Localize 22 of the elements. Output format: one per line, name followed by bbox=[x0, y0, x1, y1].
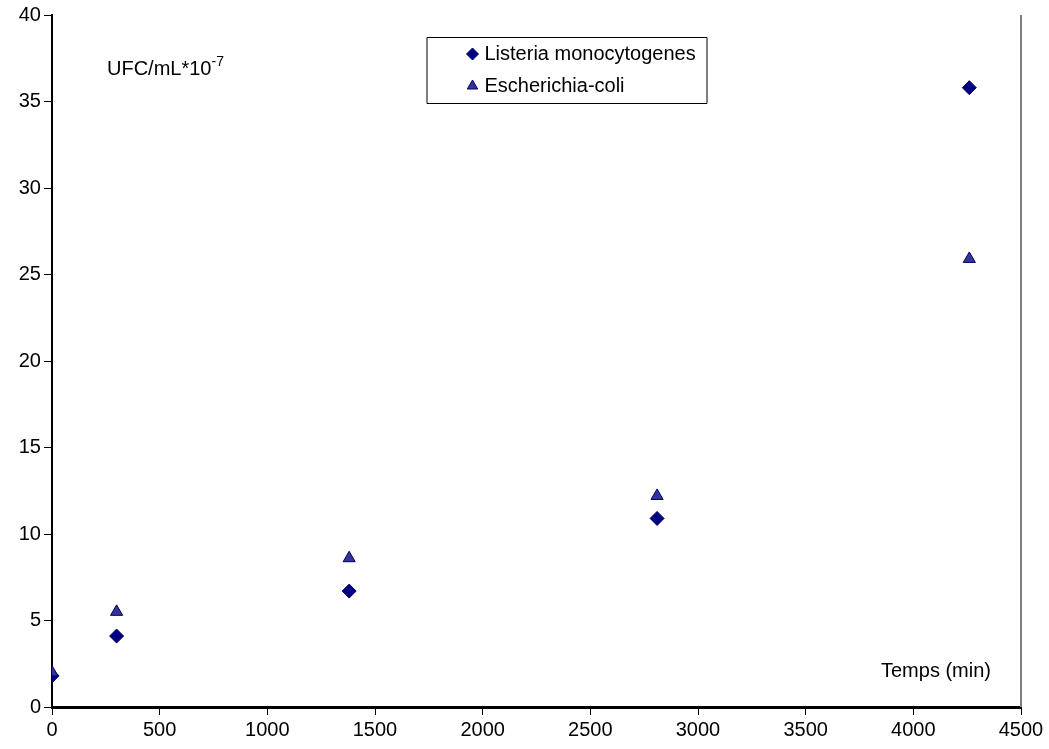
y-tick-label: 10 bbox=[18, 521, 41, 544]
y-tick-label: 5 bbox=[29, 608, 41, 631]
x-tick-label: 4000 bbox=[891, 717, 936, 740]
y-tick-label: 15 bbox=[18, 435, 41, 458]
y-tick-label: 20 bbox=[18, 348, 41, 371]
y-tick-label: 40 bbox=[18, 2, 41, 25]
x-tick-label: 2500 bbox=[568, 717, 613, 740]
y-tick-label: 25 bbox=[18, 262, 41, 285]
x-tick-label: 3000 bbox=[675, 717, 721, 740]
x-tick-label: 1000 bbox=[245, 717, 290, 740]
x-tick-label: 0 bbox=[46, 717, 58, 740]
x-tick-label: 500 bbox=[142, 717, 177, 740]
legend-label: Listeria monocytogenes bbox=[484, 41, 696, 64]
y-tick-label: 0 bbox=[29, 694, 41, 717]
x-tick-label: 3500 bbox=[783, 717, 828, 740]
x-tick-label: 2000 bbox=[460, 717, 505, 740]
y-tick-label: 35 bbox=[18, 89, 41, 112]
x-axis-title: Temps (min) bbox=[880, 659, 992, 681]
x-tick-label: 1500 bbox=[352, 717, 398, 740]
x-tick-label: 4500 bbox=[998, 717, 1044, 740]
y-tick-label: 30 bbox=[18, 175, 41, 198]
legend-label: Escherichia-coli bbox=[484, 73, 625, 96]
